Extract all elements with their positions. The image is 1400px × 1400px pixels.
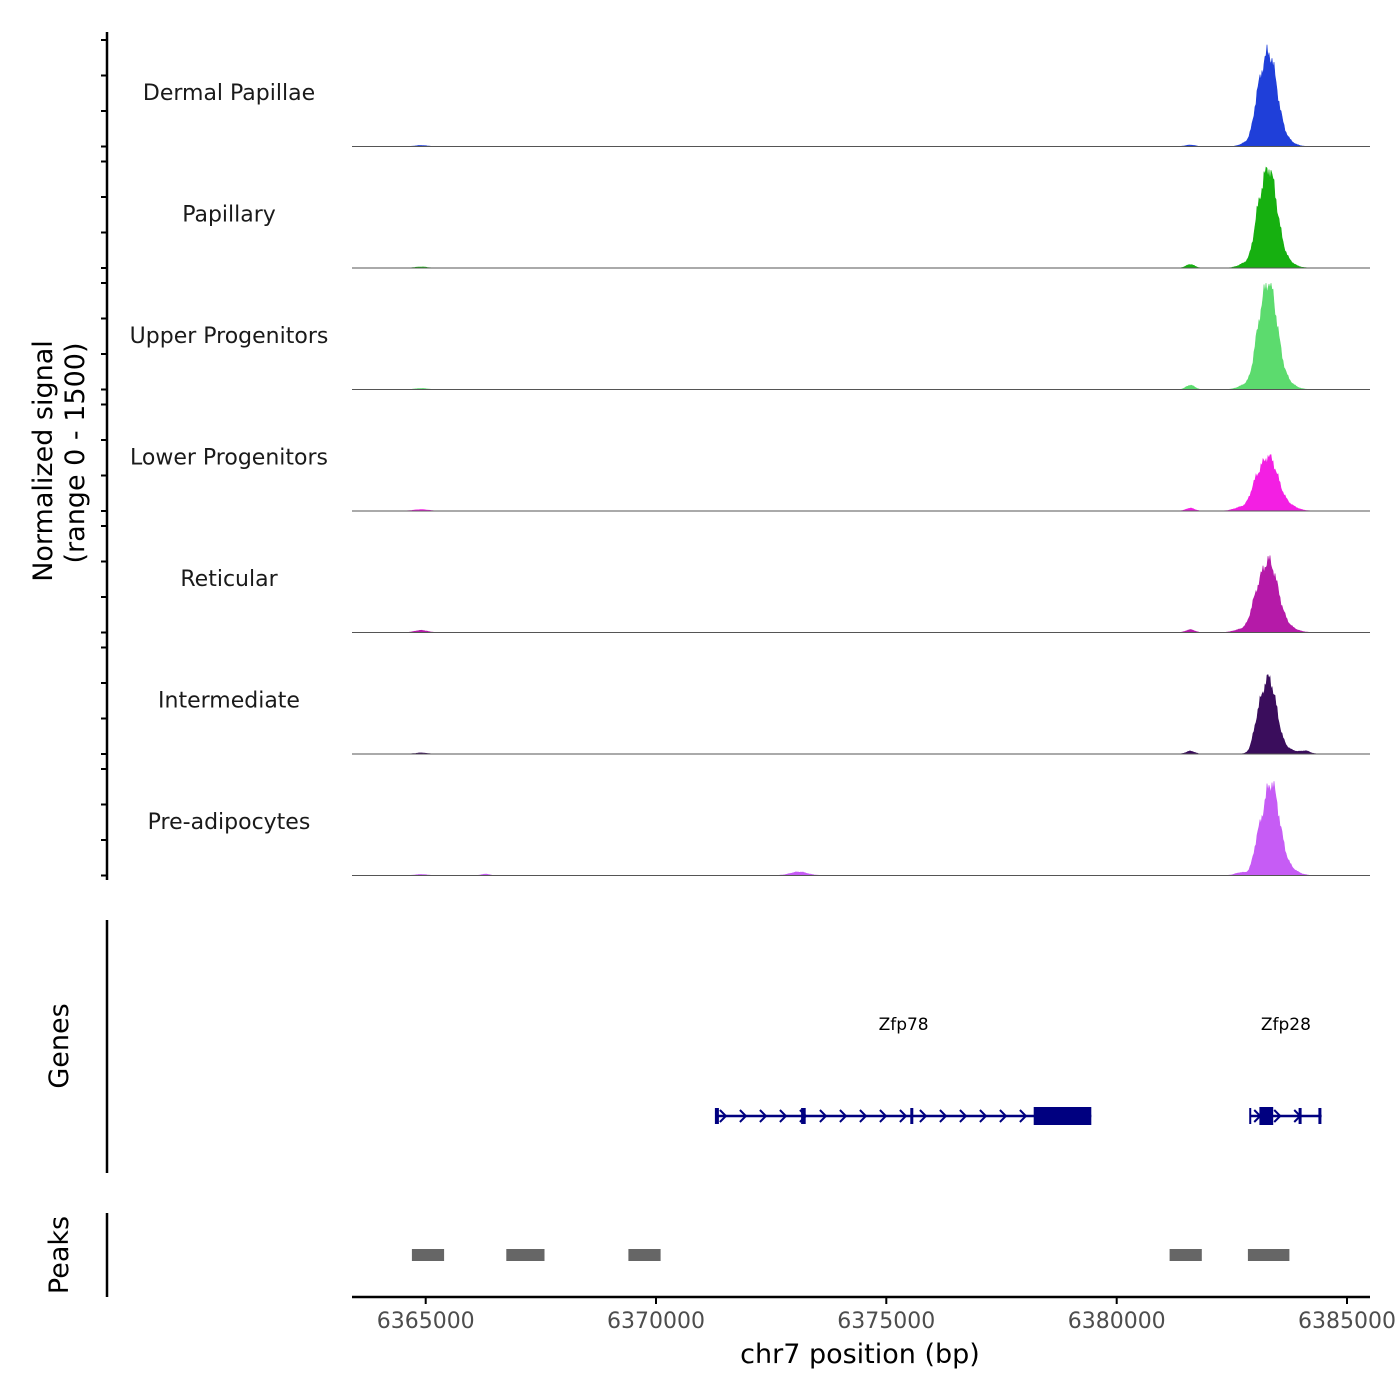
- gene-strand-chevron: [999, 1109, 1008, 1123]
- signal-y-axis-title-line2: (range 0 - 1500): [60, 343, 91, 564]
- gene-exon: [1298, 1108, 1302, 1124]
- track-label-dermal-papillae: Dermal Papillae: [143, 81, 315, 106]
- signal-tracks: Dermal Papillae Papillary Upper Progenitor…: [130, 44, 1370, 876]
- signal-area-reticular: [352, 555, 1370, 633]
- gene-strand-chevron: [919, 1109, 928, 1123]
- signal-area-intermediate: [352, 674, 1370, 755]
- signal-area-upper-progenitors: [352, 282, 1370, 390]
- gene-strand-chevron: [839, 1109, 848, 1123]
- peak-region: [1247, 1249, 1290, 1261]
- gene-label-zfp78: Zfp78: [879, 1015, 929, 1035]
- gene-strand-chevron: [879, 1109, 888, 1123]
- track-label-papillary: Papillary: [182, 203, 276, 228]
- gene-exon: [801, 1108, 806, 1124]
- track-label-upper-progenitors: Upper Progenitors: [130, 324, 329, 349]
- gene-exon: [715, 1108, 719, 1124]
- gene-track-label: Genes: [44, 1003, 75, 1088]
- gene-strand-chevron: [979, 1109, 988, 1123]
- gene-exon: [1318, 1108, 1322, 1124]
- gene-strand-chevron: [1019, 1109, 1028, 1123]
- x-tick-label: 6375000: [837, 1309, 935, 1334]
- gene-strand-chevron: [759, 1109, 768, 1123]
- gene-strand-chevron: [859, 1109, 868, 1123]
- peak-region: [1169, 1249, 1202, 1261]
- x-tick-label: 6365000: [377, 1309, 475, 1334]
- gene-label-zfp28: Zfp28: [1261, 1015, 1311, 1035]
- signal-y-axis-title-line1: Normalized signal: [28, 340, 59, 582]
- peak-track-label: Peaks: [44, 1216, 75, 1294]
- peak-region: [411, 1249, 445, 1261]
- peak-region: [506, 1249, 545, 1261]
- gene-strand-chevron: [939, 1109, 948, 1123]
- gene-strand-chevron: [779, 1109, 788, 1123]
- peak-region: [628, 1249, 661, 1261]
- gene-exon: [910, 1108, 914, 1124]
- signal-area-pre-adipocytes: [352, 781, 1370, 876]
- x-tick-label: 6385000: [1298, 1309, 1396, 1334]
- signal-area-lower-progenitors: [352, 454, 1370, 512]
- track-label-reticular: Reticular: [180, 567, 278, 592]
- signal-y-axis-ticks: [101, 39, 107, 877]
- track-label-lower-progenitors: Lower Progenitors: [130, 446, 328, 471]
- gene-strand-chevron: [899, 1109, 908, 1123]
- peak-track: [411, 1249, 1290, 1261]
- x-tick-label: 6370000: [607, 1309, 705, 1334]
- x-axis-title: chr7 position (bp): [740, 1339, 980, 1370]
- track-label-pre-adipocytes: Pre-adipocytes: [148, 810, 311, 835]
- x-tick-label: 6380000: [1068, 1309, 1166, 1334]
- gene-exon: [1033, 1107, 1092, 1125]
- gene-strand-chevron: [819, 1109, 828, 1123]
- signal-area-dermal-papillae: [352, 44, 1370, 147]
- gene-strand-chevron: [1273, 1109, 1282, 1123]
- gene-track: Zfp78 Zfp28: [714, 1015, 1322, 1125]
- track-label-intermediate: Intermediate: [158, 689, 300, 714]
- gene-exon: [1259, 1107, 1274, 1125]
- gene-strand-chevron: [959, 1109, 968, 1123]
- gene-strand-chevron: [719, 1109, 728, 1123]
- signal-area-papillary: [352, 166, 1370, 269]
- x-axis-ticks: 6365000 6370000 6375000 6380000 6385000: [377, 1297, 1396, 1334]
- gene-strand-chevron: [739, 1109, 748, 1123]
